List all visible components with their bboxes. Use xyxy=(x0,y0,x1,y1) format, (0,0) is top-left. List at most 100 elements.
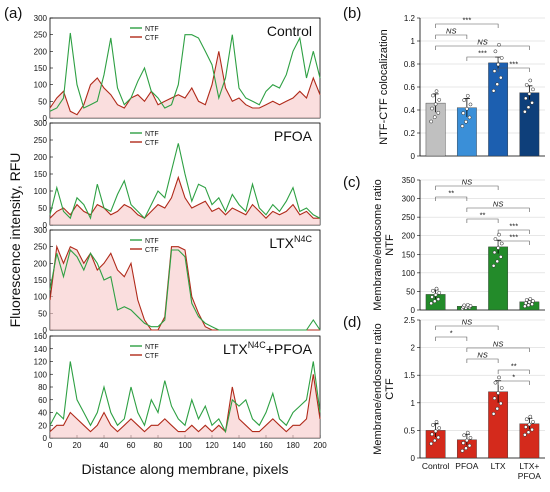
data-point xyxy=(430,295,434,299)
y-tick-label: 200 xyxy=(34,47,48,56)
bar xyxy=(519,92,540,157)
data-point xyxy=(493,237,498,241)
data-point xyxy=(468,102,473,107)
bar-y-axis-label: Membrane/endosome ratioCTF xyxy=(372,323,396,454)
significance-label: *** xyxy=(462,16,471,25)
y-tick-label: 160 xyxy=(34,332,48,341)
data-point xyxy=(530,302,534,307)
significance-label: *** xyxy=(509,60,518,69)
significance-bracket xyxy=(466,207,530,212)
data-point xyxy=(465,106,469,111)
data-point xyxy=(495,82,500,87)
y-tick-label: 50 xyxy=(38,309,47,318)
data-point xyxy=(461,111,466,115)
data-point xyxy=(429,301,433,306)
bar-y-axis-label: Membrane/endosome ratioNTF xyxy=(372,179,396,310)
data-point xyxy=(460,448,465,453)
left-y-axis-label: Fluorescence intensity, RFU xyxy=(7,153,23,328)
data-point xyxy=(526,303,531,308)
significance-bracket xyxy=(497,369,530,374)
y-tick-label: 0 xyxy=(43,434,48,443)
data-point xyxy=(433,293,438,297)
significance-label: NS xyxy=(493,340,503,349)
data-point xyxy=(523,432,527,437)
x-tick-label: PFOA xyxy=(455,461,478,471)
significance-bracket xyxy=(497,380,530,385)
y-tick-label: 0 xyxy=(43,221,48,230)
legend-label: NTF xyxy=(145,238,159,245)
ctf-area xyxy=(50,177,320,225)
data-point xyxy=(530,100,534,105)
data-point xyxy=(467,115,472,120)
legend-label: NTF xyxy=(145,344,159,351)
data-point xyxy=(437,98,442,102)
data-point xyxy=(495,406,500,411)
significance-label: NS xyxy=(462,178,472,187)
y-tick-label: 150 xyxy=(34,170,48,179)
data-point xyxy=(492,69,497,73)
data-point xyxy=(429,119,433,124)
y-tick-label: 1 xyxy=(411,37,416,46)
data-point xyxy=(496,246,500,250)
data-point xyxy=(496,62,500,67)
data-point xyxy=(531,299,535,303)
data-point xyxy=(436,297,441,301)
data-point xyxy=(495,259,500,264)
data-point xyxy=(528,78,533,83)
x-tick-label: 80 xyxy=(154,441,163,450)
ntf-line xyxy=(49,32,321,112)
y-tick-label: 0.6 xyxy=(404,83,416,92)
data-point xyxy=(465,438,469,443)
y-tick-label: 1.5 xyxy=(404,371,416,380)
data-point xyxy=(499,386,504,390)
data-point xyxy=(499,241,504,246)
data-point xyxy=(468,435,473,440)
significance-bracket xyxy=(435,34,468,39)
y-tick-label: 150 xyxy=(34,64,48,73)
legend-label: CTF xyxy=(145,247,159,254)
y-tick-label: 0 xyxy=(43,326,48,335)
data-point xyxy=(523,96,528,101)
significance-label: *** xyxy=(478,49,487,58)
data-point xyxy=(527,422,532,427)
x-tick-label: 120 xyxy=(205,441,219,450)
data-point xyxy=(461,441,466,445)
data-point xyxy=(434,419,439,424)
panel-label-c: (c) xyxy=(343,174,361,191)
data-point xyxy=(527,92,532,96)
data-point xyxy=(497,42,501,47)
bar-y-axis-label: NTF-CTF colocalization xyxy=(378,29,390,145)
legend-label: NTF xyxy=(145,26,159,33)
data-point xyxy=(434,286,439,291)
panel-label-d: (d) xyxy=(343,314,361,331)
data-point xyxy=(524,417,529,422)
data-point xyxy=(436,110,441,115)
y-tick-label: 120 xyxy=(34,358,48,367)
data-point xyxy=(437,290,442,295)
data-point xyxy=(526,105,531,110)
panel-title: PFOA xyxy=(274,128,313,144)
y-tick-label: 50 xyxy=(38,204,47,213)
data-point xyxy=(436,435,441,440)
significance-label: NS xyxy=(477,351,487,360)
significance-bracket xyxy=(466,56,499,61)
data-point xyxy=(491,411,496,416)
ntf-line xyxy=(49,248,321,331)
significance-bracket xyxy=(497,229,530,234)
ctf-area xyxy=(50,374,320,438)
y-tick-label: 20 xyxy=(38,421,47,430)
significance-bracket xyxy=(466,218,499,223)
y-tick-label: 100 xyxy=(34,293,48,302)
data-point xyxy=(465,302,470,307)
x-tick-label: 140 xyxy=(232,441,246,450)
y-tick-label: 150 xyxy=(34,276,48,285)
data-point xyxy=(462,433,467,438)
data-point xyxy=(493,380,498,385)
data-point xyxy=(462,303,467,308)
significance-bracket xyxy=(435,185,499,190)
line-panels: 050100150200250300ControlNTFCTF050100150… xyxy=(34,14,328,450)
ctf-area xyxy=(50,51,320,119)
data-point xyxy=(460,124,465,128)
y-tick-label: 0 xyxy=(43,114,48,123)
